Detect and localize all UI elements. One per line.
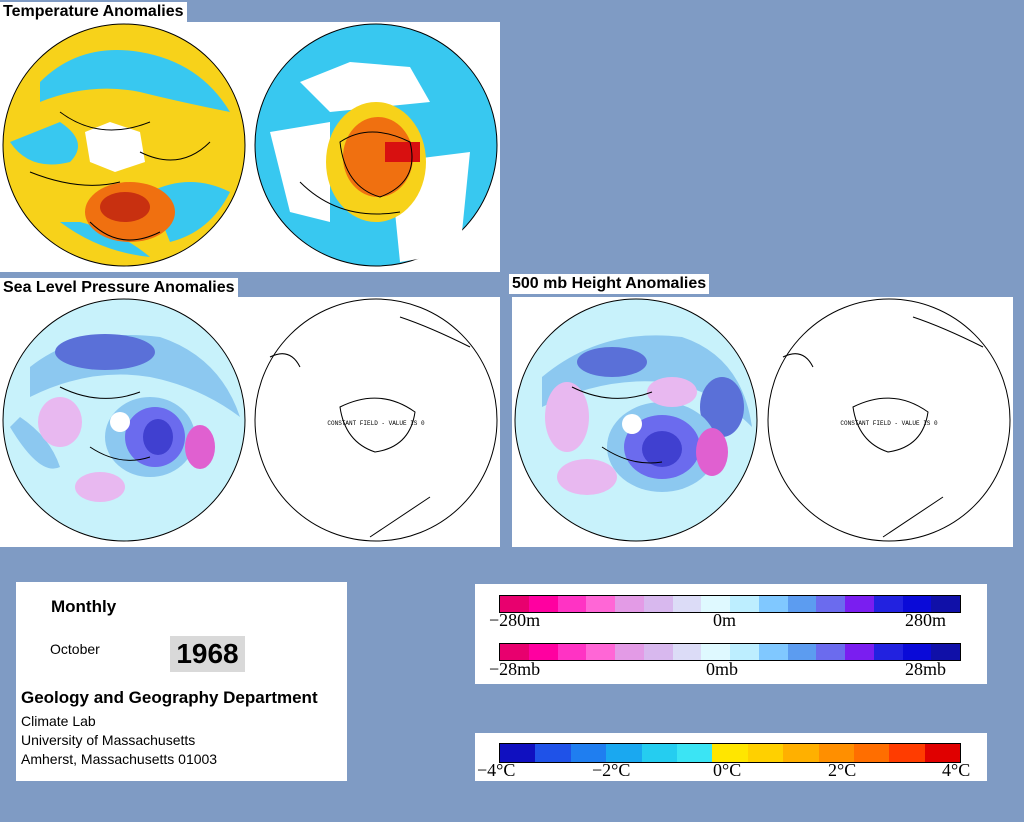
temperature-colorbar-swatch	[783, 744, 819, 762]
info-box: Monthly October 1968 Geology and Geograp…	[16, 582, 347, 781]
temperature-map-northern	[2, 23, 246, 267]
pressure-colorbar-swatch	[730, 644, 759, 660]
university-label: University of Massachusetts	[21, 732, 196, 748]
height-colorbar-swatch	[643, 596, 673, 612]
temp-min-label: −4°C	[477, 760, 516, 780]
height-colorbar-swatch	[758, 596, 788, 612]
temperature-colorbar-swatch	[853, 744, 890, 762]
pressure-colorbar-swatch	[586, 644, 615, 660]
slp-maps: CONSTANT FIELD - VALUE IS 0	[2, 298, 498, 542]
height-colorbar-swatch	[816, 596, 845, 612]
pressure-colorbar-swatch	[758, 644, 788, 660]
pressure-colorbar-swatch	[643, 644, 673, 660]
height-map-northern	[514, 298, 758, 542]
pressure-colorbar-swatch	[672, 644, 702, 660]
height-colorbar-swatch	[701, 596, 730, 612]
temperature-legend: −4°C −2°C 0°C 2°C 4°C	[475, 733, 987, 781]
temperature-colorbar-swatch	[818, 744, 854, 762]
temp-max-label: 4°C	[942, 760, 971, 780]
pressure-colorbar-swatch	[615, 644, 644, 660]
height-mid-label: 0m	[713, 610, 737, 630]
pressure-colorbar-swatch	[873, 644, 903, 660]
temperature-maps	[2, 23, 498, 267]
pressure-colorbar-swatch	[787, 644, 817, 660]
height-map-southern: CONSTANT FIELD - VALUE IS 0	[767, 298, 1011, 542]
temperature-colorbar-swatch	[641, 744, 677, 762]
temperature-colorbar-swatch	[535, 744, 571, 762]
height-maps: CONSTANT FIELD - VALUE IS 0	[514, 298, 1011, 542]
height-colorbar-swatch	[586, 596, 615, 612]
temp-m2-label: −2°C	[592, 760, 631, 780]
lab-label: Climate Lab	[21, 713, 96, 729]
pressure-colorbar-swatch	[845, 644, 874, 660]
slp-map-southern: CONSTANT FIELD - VALUE IS 0	[254, 298, 498, 542]
height-maps-panel: CONSTANT FIELD - VALUE IS 0	[512, 297, 1013, 547]
temp-p2-label: 2°C	[828, 760, 857, 780]
temperature-colorbar-swatch	[606, 744, 642, 762]
height-constant-field-note: CONSTANT FIELD - VALUE IS 0	[840, 420, 938, 427]
height-min-label: −280m	[489, 610, 541, 630]
pressure-colorbar	[499, 643, 961, 661]
height-colorbar-swatch	[730, 596, 759, 612]
height-pressure-legend: −280m 0m 280m −28mb 0mb 28mb	[475, 584, 987, 684]
height-colorbar-swatch	[672, 596, 702, 612]
temperature-colorbar-swatch	[747, 744, 784, 762]
pressure-colorbar-swatch	[500, 644, 529, 660]
temperature-colorbar-swatch	[889, 744, 925, 762]
period-label: Monthly	[51, 597, 117, 616]
height-colorbar-swatch	[787, 596, 817, 612]
address-label: Amherst, Massachusetts 01003	[21, 751, 218, 767]
height-colorbar-swatch	[873, 596, 903, 612]
height-colorbar-swatch	[557, 596, 587, 612]
month-label: October	[50, 641, 100, 657]
height-colorbar-swatch	[845, 596, 874, 612]
temperature-colorbar-swatch	[712, 744, 748, 762]
year-label: 1968	[170, 636, 245, 672]
department-label: Geology and Geography Department	[21, 688, 318, 707]
pressure-mid-label: 0mb	[706, 659, 739, 679]
height-colorbar-swatch	[902, 596, 932, 612]
temperature-title: Temperature Anomalies	[0, 2, 187, 22]
height-colorbar-swatch	[500, 596, 529, 612]
pressure-max-label: 28mb	[905, 659, 947, 679]
temperature-colorbar-swatch	[500, 744, 536, 762]
pressure-colorbar-swatch	[931, 644, 960, 660]
temperature-colorbar	[499, 743, 961, 763]
temp-mid-label: 0°C	[713, 760, 742, 780]
height-colorbar-swatch	[615, 596, 644, 612]
temperature-colorbar-swatch	[924, 744, 961, 762]
slp-map-northern	[2, 298, 246, 542]
pressure-colorbar-swatch	[701, 644, 730, 660]
temperature-map-southern	[254, 23, 498, 267]
slp-title: Sea Level Pressure Anomalies	[0, 278, 238, 298]
height-max-label: 280m	[905, 610, 947, 630]
temperature-maps-panel	[0, 22, 500, 272]
pressure-colorbar-swatch	[816, 644, 845, 660]
height-colorbar	[499, 595, 961, 613]
temperature-colorbar-swatch	[570, 744, 607, 762]
pressure-colorbar-swatch	[902, 644, 932, 660]
height500-title: 500 mb Height Anomalies	[509, 274, 710, 294]
pressure-min-label: −28mb	[489, 659, 541, 679]
temperature-colorbar-swatch	[676, 744, 713, 762]
height-colorbar-swatch	[528, 596, 558, 612]
slp-constant-field-note: CONSTANT FIELD - VALUE IS 0	[327, 420, 425, 427]
slp-maps-panel: CONSTANT FIELD - VALUE IS 0	[0, 297, 500, 547]
pressure-colorbar-swatch	[528, 644, 558, 660]
pressure-colorbar-swatch	[557, 644, 587, 660]
height-colorbar-swatch	[931, 596, 960, 612]
